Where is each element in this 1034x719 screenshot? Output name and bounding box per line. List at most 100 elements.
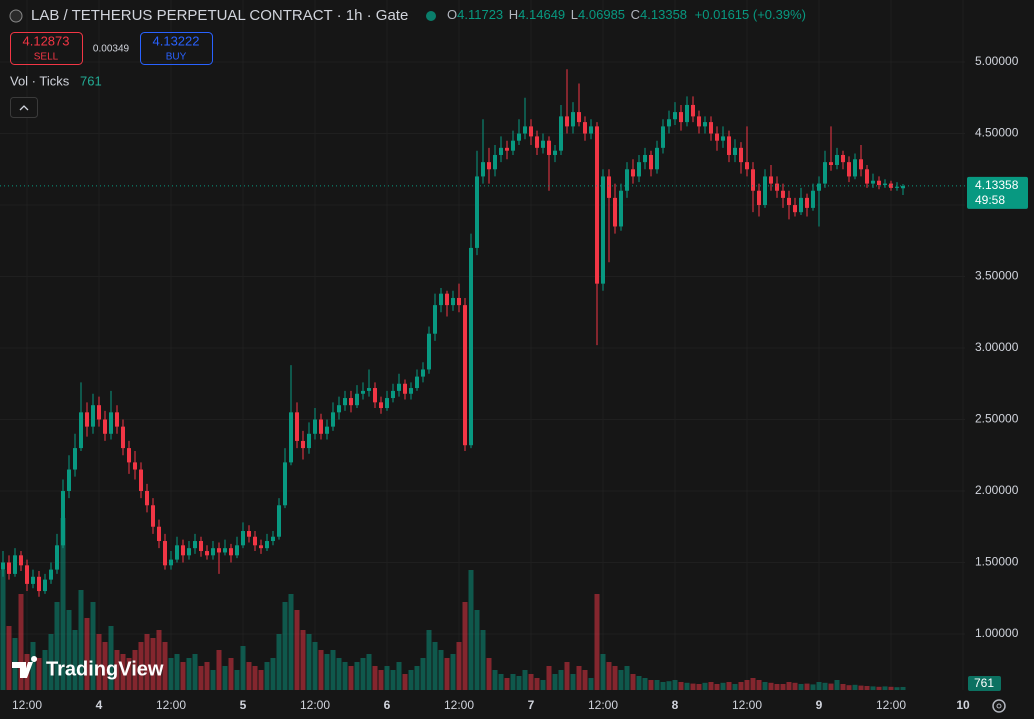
- candle-body: [223, 548, 227, 553]
- volume-bar: [84, 618, 90, 690]
- candle-body: [265, 541, 269, 549]
- volume-bar: [222, 666, 228, 690]
- volume-bar: [684, 682, 690, 690]
- volume-bar: [402, 674, 408, 690]
- volume-bar: [156, 630, 162, 690]
- candle-body: [499, 147, 503, 155]
- volume-bar: [444, 658, 450, 690]
- candle-body: [301, 440, 305, 449]
- volume-bar: [600, 654, 606, 690]
- candle-body: [685, 104, 689, 123]
- volume-bar: [816, 682, 822, 690]
- x-tick-label: 12:00: [732, 698, 762, 712]
- volume-bar: [426, 630, 432, 690]
- x-tick-label: 12:00: [876, 698, 906, 712]
- volume-bar: [744, 680, 750, 690]
- volume-bar: [54, 602, 60, 690]
- candle-body: [73, 448, 77, 470]
- candle-body: [43, 579, 47, 592]
- candle-body: [877, 180, 881, 186]
- volume-bar: [318, 650, 324, 690]
- settings-icon[interactable]: [992, 699, 1006, 713]
- volume-bar: [438, 650, 444, 690]
- ohlc-label: O: [447, 7, 457, 22]
- x-tick-label: 12:00: [444, 698, 474, 712]
- sell-label[interactable]: SELL: [34, 52, 59, 63]
- candle-body: [613, 197, 617, 227]
- volume-bar: [408, 670, 414, 690]
- candle-body: [127, 448, 131, 463]
- volume-bar: [618, 670, 624, 690]
- y-tick-label: 1.00000: [975, 626, 1019, 640]
- volume-bar: [738, 682, 744, 690]
- candle-body: [379, 402, 383, 409]
- volume-bar: [648, 680, 654, 690]
- candle-body: [619, 190, 623, 227]
- countdown: 49:58: [975, 193, 1005, 207]
- volume-bar: [762, 682, 768, 690]
- volume-bar: [192, 654, 198, 690]
- volume-bar: [768, 682, 774, 690]
- candle-body: [37, 576, 41, 592]
- candle-body: [19, 555, 23, 566]
- candle-body: [205, 551, 209, 556]
- volume-bar: [582, 670, 588, 690]
- settings-icon-core[interactable]: [996, 703, 1002, 709]
- collapse-button[interactable]: [10, 97, 38, 118]
- volume-bar: [714, 684, 720, 690]
- ohlc-value: 4.06985: [578, 7, 625, 22]
- candle-body: [787, 197, 791, 206]
- volume-bar: [750, 678, 756, 690]
- buy-price[interactable]: 4.13222: [153, 33, 200, 48]
- x-tick-label: 8: [672, 698, 679, 712]
- volume-bar: [150, 638, 156, 690]
- candle-body: [703, 122, 707, 127]
- volume-bar: [90, 602, 96, 690]
- volume-bar: [390, 670, 396, 690]
- candle-body: [97, 405, 101, 420]
- candle-body: [697, 116, 701, 127]
- x-tick-label: 12:00: [12, 698, 42, 712]
- volume-bar: [534, 678, 540, 690]
- candle-body: [229, 548, 233, 556]
- volume-bar: [252, 666, 258, 690]
- candle-body: [181, 545, 185, 556]
- sell-price[interactable]: 4.12873: [23, 33, 70, 48]
- volume-bar: [876, 686, 882, 690]
- candle-body: [871, 180, 875, 184]
- candle-body: [241, 531, 245, 546]
- candle-body: [295, 412, 299, 441]
- symbol-icon: [9, 9, 23, 23]
- volume-bar: [306, 634, 312, 690]
- volume-bar: [504, 678, 510, 690]
- candle-body: [811, 190, 815, 208]
- volume-bar: [510, 674, 516, 690]
- x-tick-label: 5: [240, 698, 247, 712]
- volume-bar: [180, 662, 186, 690]
- volume-bar: [336, 658, 342, 690]
- candle-body: [253, 536, 257, 546]
- volume-label-box: [968, 676, 1001, 691]
- y-tick-label: 2.00000: [975, 483, 1019, 497]
- buy-button[interactable]: [140, 32, 213, 65]
- volume-bar: [888, 686, 894, 690]
- candle-body: [649, 154, 653, 170]
- candle-body: [307, 433, 311, 449]
- y-tick-label: 5.00000: [975, 54, 1019, 68]
- candle-body: [559, 116, 563, 151]
- volume-bar: [900, 686, 906, 690]
- price-pane: [1, 69, 905, 597]
- sell-button[interactable]: [10, 32, 83, 65]
- volume-bar: [342, 662, 348, 690]
- y-tick-label: 3.00000: [975, 340, 1019, 354]
- volume-bar: [270, 658, 276, 690]
- volume-bar: [78, 590, 84, 690]
- candle-body: [895, 186, 899, 188]
- candle-body: [625, 169, 629, 191]
- chevron[interactable]: [19, 105, 29, 111]
- buy-label[interactable]: BUY: [166, 52, 187, 63]
- candle-body: [817, 183, 821, 191]
- volume-bar: [696, 684, 702, 690]
- volume-bar: [588, 678, 594, 690]
- volume-bar: [216, 650, 222, 690]
